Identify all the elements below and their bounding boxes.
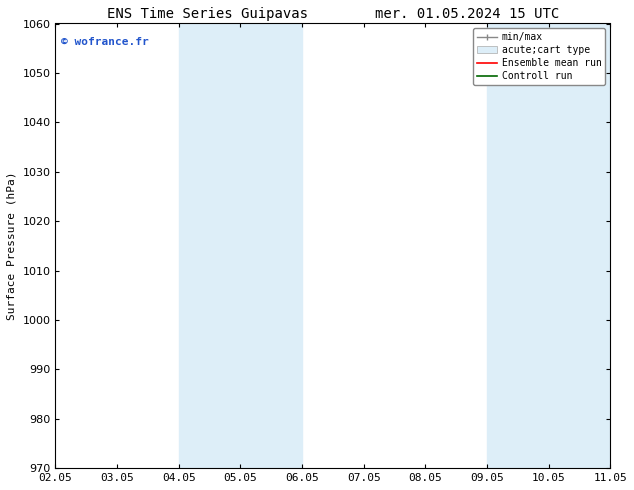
Legend: min/max, acute;cart type, Ensemble mean run, Controll run: min/max, acute;cart type, Ensemble mean …: [474, 28, 605, 85]
Bar: [487, 24, 548, 468]
Bar: [179, 24, 240, 468]
Y-axis label: Surface Pressure (hPa): Surface Pressure (hPa): [7, 172, 17, 320]
Title: ENS Time Series Guipavas        mer. 01.05.2024 15 UTC: ENS Time Series Guipavas mer. 01.05.2024…: [107, 7, 559, 21]
Text: © wofrance.fr: © wofrance.fr: [61, 37, 149, 47]
Bar: [240, 24, 302, 468]
Bar: [548, 24, 610, 468]
